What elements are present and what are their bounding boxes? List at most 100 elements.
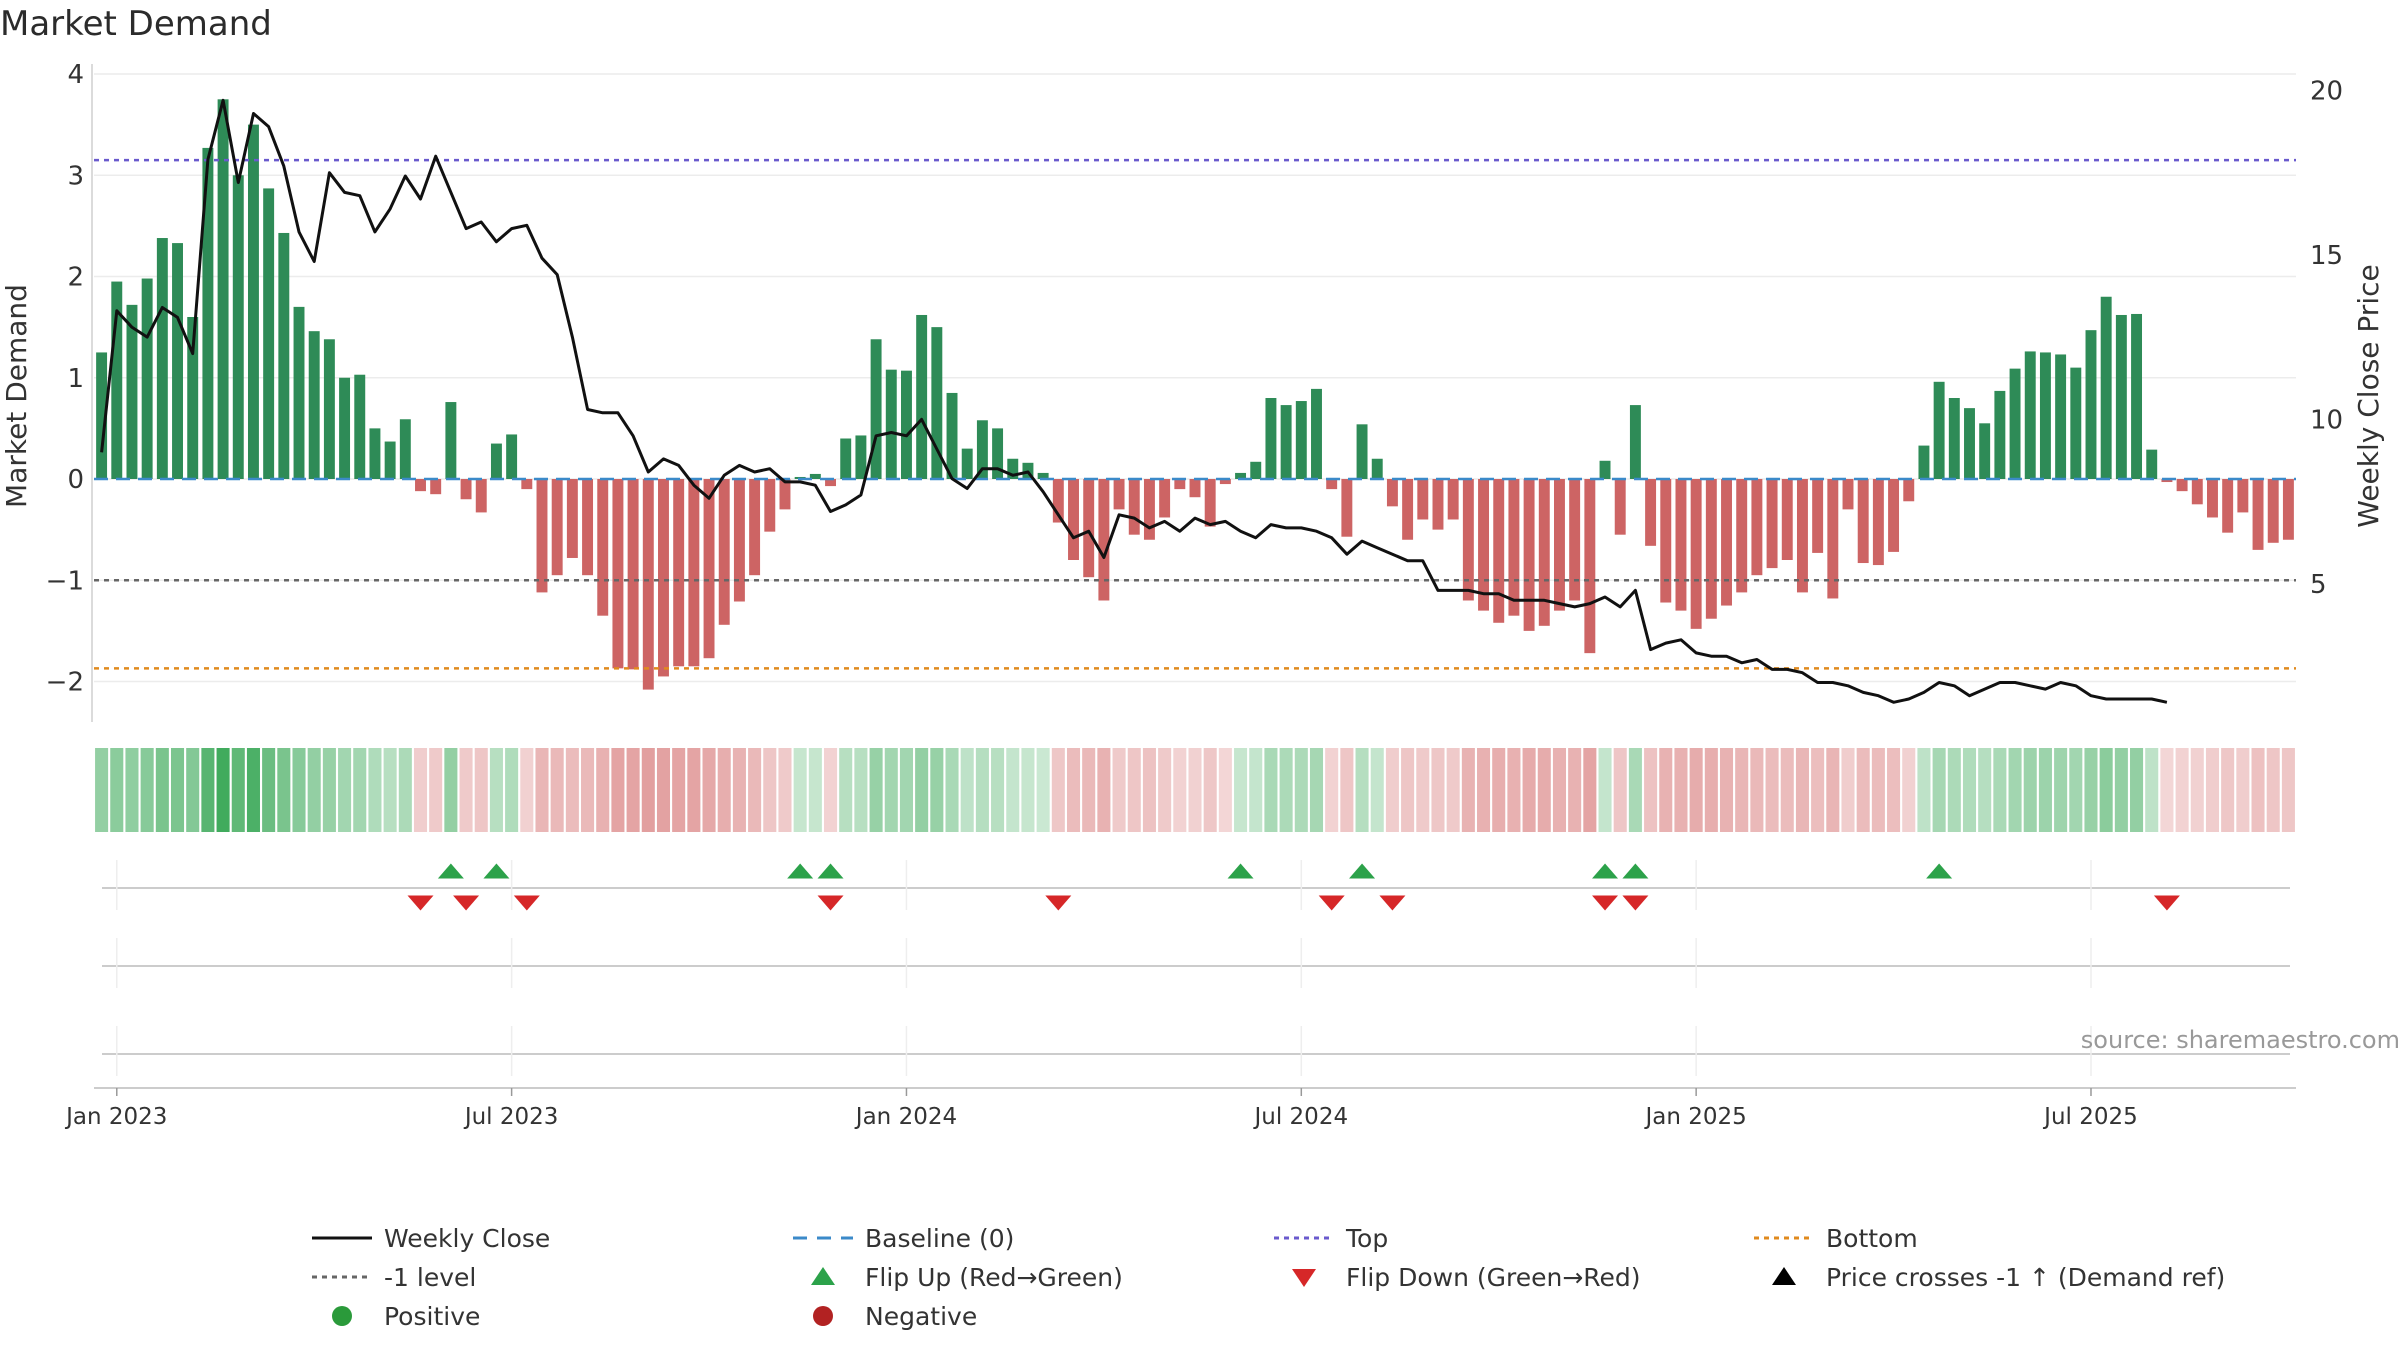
strip-cell	[1856, 748, 1870, 832]
strip-cell	[1628, 748, 1642, 832]
flip-down-marker	[2153, 895, 2180, 911]
demand-bar	[642, 479, 654, 690]
legend-item: Top	[1274, 1224, 1388, 1253]
strip-cell	[1234, 748, 1248, 832]
demand-bar	[658, 479, 669, 677]
demand-bar	[946, 392, 958, 479]
demand-bar	[1478, 479, 1490, 611]
strip-cell	[170, 748, 185, 832]
strip-cell	[778, 748, 792, 832]
legend-label: Weekly Close	[384, 1224, 550, 1253]
demand-bar	[217, 99, 229, 479]
demand-bar	[1508, 479, 1520, 616]
demand-bar	[1599, 460, 1611, 479]
demand-bar	[354, 374, 366, 479]
strip-cell	[2205, 748, 2220, 832]
strip-cell	[687, 748, 701, 832]
legend-swatch	[1772, 1267, 1796, 1285]
strip-cell	[1719, 748, 1734, 832]
demand-bar	[2100, 296, 2112, 479]
strip-cell	[854, 748, 868, 832]
strip-cell	[1507, 748, 1521, 832]
strip-cell	[1051, 748, 1065, 832]
flip-up-marker	[1622, 863, 1649, 879]
y2-tick-label: 15	[2310, 241, 2343, 271]
strip-cell	[429, 748, 443, 832]
flip-down-marker	[1622, 895, 1649, 911]
strip-cell	[1127, 748, 1141, 832]
strip-cell	[975, 748, 989, 832]
demand-bar	[1523, 479, 1535, 631]
y-tick-label: 1	[67, 364, 84, 394]
strip-cell	[899, 748, 913, 832]
legend-label: Baseline (0)	[865, 1224, 1014, 1253]
demand-bar	[1417, 479, 1429, 520]
strip-cell	[748, 748, 762, 832]
x-tick-label: Jul 2023	[463, 1104, 559, 1130]
demand-bar	[2009, 368, 2021, 479]
flip-up-marker	[817, 863, 844, 879]
strip-cell	[1568, 748, 1582, 832]
legend-item: Baseline (0)	[793, 1224, 1014, 1253]
strip-cell	[1780, 748, 1794, 832]
strip-cell	[1446, 748, 1460, 832]
demand-bar	[460, 479, 472, 500]
demand-bar	[809, 473, 821, 479]
legend-label: Positive	[384, 1302, 480, 1331]
flip-down-marker	[1379, 895, 1406, 911]
strip-cell	[353, 748, 367, 832]
strip-cell	[2145, 748, 2159, 832]
strip-cell	[1659, 748, 1673, 832]
strip-cell	[1066, 748, 1081, 832]
strip-cell	[1735, 748, 1749, 832]
demand-bar	[399, 419, 411, 479]
strip-cell	[1613, 748, 1627, 832]
demand-bar	[1812, 479, 1824, 553]
strip-cell	[1203, 748, 1217, 832]
demand-bar	[308, 331, 320, 479]
strip-cell	[626, 748, 640, 832]
strip-cell	[2054, 748, 2068, 832]
demand-bar	[1295, 401, 1307, 479]
strip-cell	[1689, 748, 1703, 832]
y-axis-label: Market Demand	[0, 284, 33, 508]
strip-cell	[869, 748, 883, 832]
demand-bar	[2024, 351, 2036, 479]
demand-bar	[2055, 354, 2067, 479]
strip-cell	[581, 748, 595, 832]
strip-cell	[1097, 748, 1111, 832]
demand-bar	[2222, 479, 2234, 533]
strip-cell	[2190, 748, 2204, 832]
legend-swatch	[332, 1306, 352, 1326]
demand-bar	[1493, 479, 1505, 623]
x-axis: Jan 2023 Jul 2023 Jan 2024 Jul 2024 Jan 2025…	[64, 1087, 2296, 1130]
weekly-close-line	[100, 98, 2168, 704]
demand-bar	[703, 479, 715, 659]
strip-cell	[2160, 748, 2174, 832]
strip-cell	[489, 748, 503, 832]
demand-bar	[961, 448, 973, 479]
strip-cell	[1522, 748, 1536, 832]
demand-bar	[1371, 458, 1383, 479]
strip-cell	[1264, 748, 1278, 832]
demand-bar	[931, 327, 943, 479]
demand-bar	[1007, 458, 1019, 479]
demand-bar	[779, 479, 791, 510]
strip-cell	[1765, 748, 1779, 832]
demand-bar	[1356, 424, 1368, 479]
demand-bar	[1796, 479, 1808, 593]
demand-bar	[976, 420, 988, 479]
strip-cell	[1644, 748, 1658, 832]
demand-bar	[1979, 423, 1991, 479]
chart-title: Market Demand	[0, 4, 272, 44]
demand-bar	[1280, 405, 1292, 479]
x-tick-label: Jan 2023	[64, 1104, 167, 1130]
demand-bar	[1235, 472, 1247, 479]
demand-bar	[992, 428, 1004, 479]
legend-item: Flip Up (Red→Green)	[811, 1263, 1123, 1292]
strip-cell	[1993, 748, 2007, 832]
strip-cell	[1355, 748, 1369, 832]
strip-cell	[1902, 748, 1916, 832]
legend-label: Flip Down (Green→Red)	[1346, 1263, 1641, 1292]
demand-bar	[612, 479, 624, 669]
